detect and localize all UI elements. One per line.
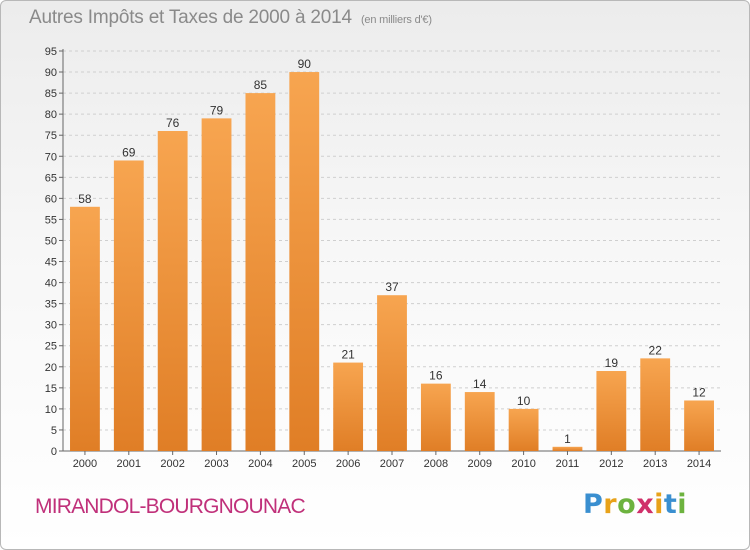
data-label: 21	[341, 348, 355, 362]
bar	[464, 392, 495, 451]
data-label: 1	[564, 432, 571, 446]
bar	[596, 371, 627, 451]
data-label: 16	[429, 369, 443, 383]
x-tick-label: 2006	[336, 458, 360, 470]
bar	[245, 93, 276, 452]
x-tick-label: 2003	[204, 458, 228, 470]
chart-title: Autres Impôts et Taxes de 2000 à 2014 (e…	[29, 7, 432, 29]
logo-letter: x	[636, 489, 655, 520]
x-tick-label: 2011	[556, 458, 580, 470]
y-tick-label: 85	[45, 88, 57, 100]
y-tick-label: 55	[45, 214, 57, 226]
bar	[289, 72, 320, 451]
bar	[508, 408, 539, 451]
x-tick-label: 2014	[687, 458, 711, 470]
data-label: 37	[385, 280, 399, 294]
data-label: 14	[473, 377, 487, 391]
y-tick-label: 0	[51, 446, 57, 458]
y-tick-label: 15	[45, 383, 57, 395]
x-tick-label: 2004	[248, 458, 272, 470]
y-tick-label: 90	[45, 67, 57, 79]
data-label: 12	[692, 385, 706, 399]
bar	[684, 400, 714, 451]
data-label: 58	[78, 192, 92, 206]
commune-name: MIRANDOL-BOURGNOUNAC	[35, 495, 306, 518]
y-tick-label: 5	[51, 425, 57, 437]
y-tick-label: 75	[45, 130, 57, 142]
y-tick-label: 80	[45, 109, 57, 121]
x-tick-label: 2012	[599, 458, 623, 470]
proxiti-logo: Proxiti	[583, 489, 687, 520]
bar	[70, 206, 100, 451]
data-label: 19	[605, 356, 619, 370]
y-tick-label: 20	[45, 362, 57, 374]
y-tick-label: 70	[45, 151, 57, 163]
bar	[157, 131, 188, 451]
bar	[640, 358, 671, 451]
logo-letter: r	[603, 489, 618, 520]
y-tick-label: 40	[45, 278, 57, 290]
data-label: 79	[210, 103, 224, 117]
chart-title-text: Autres Impôts et Taxes de 2000 à 2014	[29, 7, 352, 28]
x-tick-label: 2008	[424, 458, 448, 470]
bar	[201, 118, 232, 452]
logo-letter: P	[583, 489, 604, 520]
logo-letter: i	[677, 489, 688, 520]
bar	[552, 446, 583, 451]
y-tick-label: 25	[45, 341, 57, 353]
data-label: 76	[166, 116, 180, 130]
x-tick-label: 2009	[467, 458, 491, 470]
data-label: 85	[254, 78, 268, 92]
y-tick-label: 65	[45, 172, 57, 184]
y-tick-label: 95	[45, 46, 57, 58]
x-tick-label: 2002	[160, 458, 184, 470]
x-tick-label: 2000	[73, 458, 97, 470]
chart-subtitle: (en milliers d'€)	[360, 14, 432, 26]
bar	[420, 383, 451, 451]
y-tick-label: 60	[45, 193, 57, 205]
bar	[333, 362, 364, 451]
logo-letter: t	[663, 489, 678, 520]
data-label: 69	[122, 145, 136, 159]
logo-letter: i	[654, 489, 664, 520]
x-tick-label: 2005	[292, 458, 316, 470]
logo-letter: o	[617, 489, 637, 520]
bar	[113, 160, 144, 451]
data-label: 22	[649, 343, 663, 357]
data-label: 90	[298, 57, 312, 71]
x-tick-label: 2007	[380, 458, 404, 470]
x-tick-label: 2013	[643, 458, 667, 470]
y-tick-label: 45	[45, 257, 57, 269]
bar	[377, 295, 407, 451]
x-tick-label: 2010	[511, 458, 535, 470]
y-tick-label: 30	[45, 320, 57, 332]
x-tick-label: 2001	[117, 458, 141, 470]
y-tick-label: 50	[45, 235, 57, 247]
data-label: 10	[517, 394, 531, 408]
y-tick-label: 35	[45, 299, 57, 311]
y-tick-label: 10	[45, 404, 57, 416]
